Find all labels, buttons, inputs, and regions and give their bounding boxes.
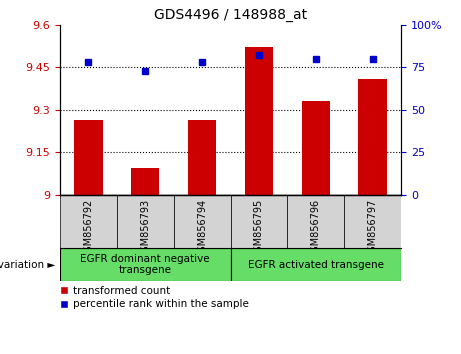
FancyBboxPatch shape (230, 195, 287, 248)
Text: EGFR dominant negative
transgene: EGFR dominant negative transgene (80, 254, 210, 275)
Text: GSM856795: GSM856795 (254, 199, 264, 258)
FancyBboxPatch shape (60, 195, 117, 248)
Text: GSM856794: GSM856794 (197, 199, 207, 258)
Title: GDS4496 / 148988_at: GDS4496 / 148988_at (154, 8, 307, 22)
Text: GSM856792: GSM856792 (83, 199, 94, 258)
FancyBboxPatch shape (60, 248, 230, 281)
Bar (301, 101, 330, 195)
Bar (74, 120, 102, 195)
Bar (188, 120, 216, 195)
Text: GSM856796: GSM856796 (311, 199, 321, 258)
Bar (131, 168, 160, 195)
Text: GSM856797: GSM856797 (367, 199, 378, 258)
FancyBboxPatch shape (117, 195, 174, 248)
FancyBboxPatch shape (230, 248, 401, 281)
FancyBboxPatch shape (344, 195, 401, 248)
Bar (358, 79, 387, 195)
Text: EGFR activated transgene: EGFR activated transgene (248, 259, 384, 270)
Text: genotype/variation ►: genotype/variation ► (0, 259, 55, 270)
FancyBboxPatch shape (287, 195, 344, 248)
Text: GSM856793: GSM856793 (140, 199, 150, 258)
FancyBboxPatch shape (174, 195, 230, 248)
Legend: transformed count, percentile rank within the sample: transformed count, percentile rank withi… (56, 282, 253, 313)
Bar (245, 47, 273, 195)
